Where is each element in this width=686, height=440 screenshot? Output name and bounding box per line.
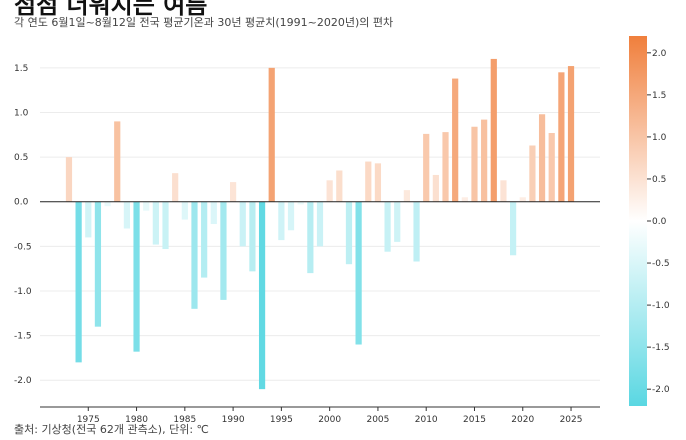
y-tick-label: -0.5: [14, 242, 32, 252]
bar-1987: [201, 201, 208, 278]
bar-2005: [374, 163, 382, 202]
colorbar-tick-label: 2.0: [652, 49, 667, 59]
bar-2024: [558, 72, 565, 202]
colorbar: 2.0 1.5 1.0 0.5 0.0 -0.5 -1.0 -1.5 -2.0: [629, 36, 670, 406]
bar-1984: [172, 173, 179, 202]
bar-2018: [500, 180, 507, 202]
bar-1985: [181, 201, 188, 220]
axis-layer: 1.5 1.0 0.5 0.0 -0.5 -1.0 -1.5 -2.0 1975 1980 1985…: [14, 64, 600, 425]
x-tick-label: 2000: [318, 415, 341, 425]
bar-2001: [336, 170, 343, 202]
colorbar-tick-label: 1.5: [652, 91, 666, 101]
bar-1976: [94, 201, 102, 327]
colorbar-tick-label: 0.5: [652, 175, 666, 185]
bar-1991: [239, 201, 246, 247]
x-tick-label: 2015: [463, 415, 486, 425]
bar-1975: [85, 201, 92, 238]
bar-2019: [510, 201, 517, 256]
colorbar-tick-label: -1.5: [652, 343, 670, 353]
x-tick-label: 2025: [560, 415, 583, 425]
x-tick-label: 1985: [173, 415, 196, 425]
bar-2000: [326, 180, 333, 202]
bar-1989: [220, 201, 227, 300]
source-note: 출처: 기상청(전국 62개 관측소), 단위: ℃: [14, 423, 209, 436]
bar-2011: [432, 174, 439, 202]
bar-1995: [278, 201, 285, 241]
y-tick-label: 0.5: [14, 153, 28, 163]
y-tick-label: -1.0: [14, 287, 32, 297]
bar-2008: [403, 190, 410, 202]
bar-1981: [143, 201, 150, 211]
bar-1994: [268, 67, 275, 202]
bar-2016: [481, 119, 488, 202]
bar-1974: [75, 201, 82, 363]
bar-2007: [394, 201, 401, 242]
chart-title: 점점 더워지는 여름: [14, 0, 208, 19]
bar-2017: [490, 58, 497, 202]
x-tick-label: 1980: [125, 415, 148, 425]
bar-1973: [65, 157, 73, 202]
bar-2021: [529, 145, 536, 202]
bar-1990: [230, 182, 237, 202]
colorbar-tick-label: 1.0: [652, 133, 667, 143]
x-tick-label: 1990: [222, 415, 245, 425]
bar-1992: [249, 201, 256, 272]
bar-1983: [162, 201, 169, 250]
bar-1982: [152, 201, 159, 245]
bar-2003: [355, 201, 362, 345]
bar-1997: [297, 201, 304, 205]
bar-2004: [365, 161, 372, 202]
bar-2020: [519, 197, 526, 202]
bar-2025: [567, 66, 575, 202]
y-tick-label: 0.0: [14, 198, 29, 208]
y-tick-label: 1.5: [14, 64, 28, 74]
bar-2014: [461, 197, 468, 202]
y-tick-label: 1.0: [14, 108, 29, 118]
colorbar-tick-label: -1.0: [652, 301, 670, 311]
bar-1999: [316, 201, 324, 247]
bar-1996: [287, 201, 295, 231]
bar-1993: [258, 201, 266, 390]
bar-2010: [423, 133, 430, 202]
x-tick-label: 1995: [270, 415, 293, 425]
bar-1980: [133, 201, 140, 352]
y-tick-label: -2.0: [14, 376, 32, 386]
bar-layer: [65, 58, 575, 390]
colorbar-gradient: [629, 36, 647, 406]
bar-2022: [538, 114, 546, 202]
x-tick-label: 2005: [366, 415, 389, 425]
bar-2009: [413, 201, 420, 262]
bar-1988: [210, 201, 217, 225]
bar-1998: [307, 201, 314, 274]
x-tick-label: 2020: [511, 415, 534, 425]
bar-1986: [191, 201, 198, 309]
bar-2023: [548, 133, 555, 202]
bar-1978: [114, 121, 121, 202]
x-tick-label: 2010: [415, 415, 438, 425]
x-tick-label: 1975: [77, 415, 100, 425]
colorbar-tick-label: -2.0: [652, 385, 670, 395]
bar-2006: [384, 201, 391, 252]
grid-layer: [40, 67, 600, 381]
bar-1979: [123, 201, 130, 229]
bar-2002: [345, 201, 353, 265]
colorbar-tick-label: 0.0: [652, 217, 667, 227]
bar-2012: [442, 132, 449, 202]
y-tick-label: -1.5: [14, 332, 32, 342]
bar-2015: [471, 126, 478, 202]
bar-2013: [452, 78, 459, 202]
bar-1977: [104, 201, 111, 207]
chart-subtitle: 각 연도 6월1일~8월12일 전국 평균기온과 30년 평균치(1991~20…: [14, 16, 394, 29]
colorbar-tick-label: -0.5: [652, 259, 670, 269]
